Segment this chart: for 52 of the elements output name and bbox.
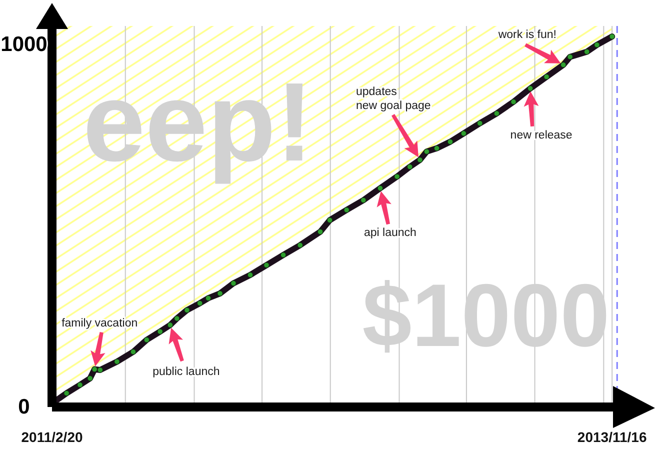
point [560,62,566,68]
point [544,74,550,80]
point [447,138,454,145]
point [77,382,83,388]
point [167,322,174,328]
point [417,157,423,163]
point [97,367,104,373]
point [344,207,350,213]
x-tick-label: 2013/11/16 [577,428,647,445]
x-tick-label: 2011/2/20 [21,428,83,445]
point [280,252,286,258]
point [594,42,600,48]
annotation: api launch [364,227,416,240]
point [394,174,400,180]
point [407,164,413,170]
point [157,328,163,334]
point [434,145,440,152]
point [584,48,590,55]
point [205,295,212,301]
point [64,390,70,396]
point [130,348,136,355]
point [297,242,303,248]
annotation: family vacation [62,317,138,330]
point [377,185,384,192]
point [264,262,270,268]
point [184,307,190,313]
point [174,316,180,322]
annotation: work is fun! [497,28,556,41]
point [460,130,467,136]
point [317,228,324,235]
point [527,86,534,92]
point [247,272,254,278]
point [494,110,500,116]
point [326,217,333,223]
annotation: public launch [152,366,220,378]
point [92,366,98,372]
point [510,98,516,105]
point [114,358,120,364]
point [609,34,615,40]
point [217,290,223,296]
annotation: new release [510,129,572,142]
annotation: updates new goal page [356,86,431,112]
point [360,197,366,204]
point [567,54,573,60]
point [87,375,93,382]
point [477,120,483,126]
y-tick-label: 1000 [0,32,48,56]
point [197,300,203,306]
y-tick-label: 0 [18,396,30,419]
point [144,337,150,343]
point [230,280,236,286]
point [424,148,430,154]
